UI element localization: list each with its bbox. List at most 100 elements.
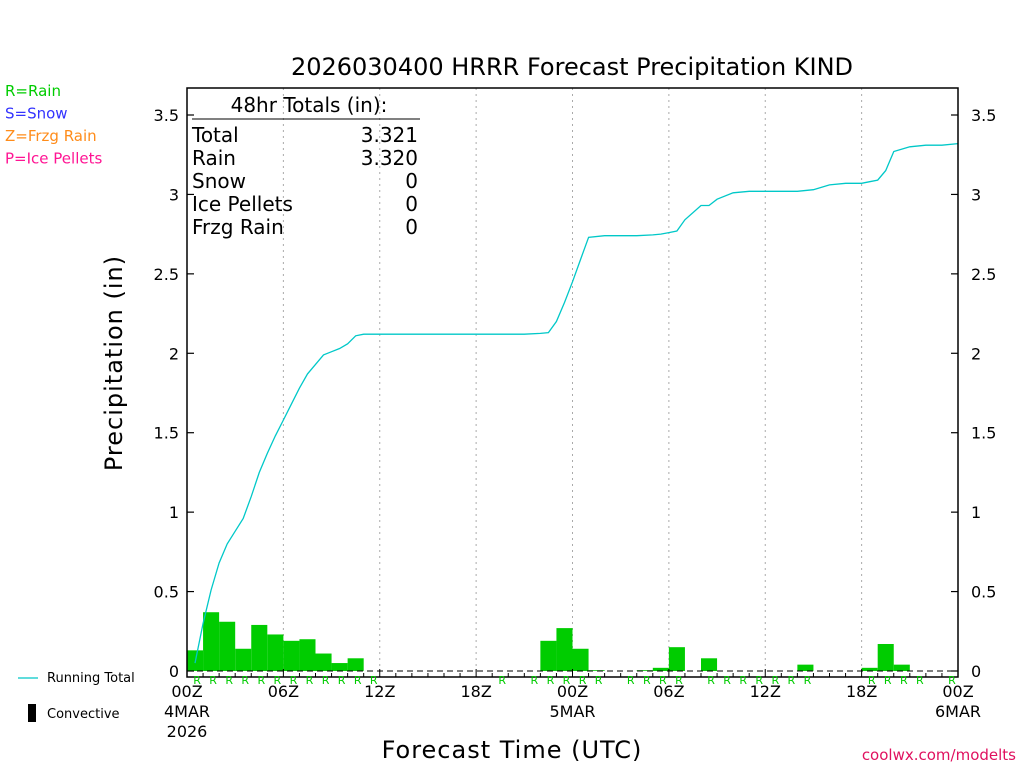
precip-type-mark: R bbox=[707, 674, 715, 687]
precip-bar bbox=[797, 664, 814, 671]
y-axis-left: 0 0.5 1 1.5 2 2.5 3 3.5 bbox=[154, 106, 194, 681]
precip-type-mark: R bbox=[643, 674, 651, 687]
totals-row-value: 3.320 bbox=[361, 146, 418, 170]
precip-bar bbox=[701, 658, 718, 671]
x-tick-label: 00Z bbox=[942, 682, 973, 701]
credit-text: coolwx.com/modelts bbox=[862, 746, 1016, 764]
precip-bar bbox=[251, 624, 268, 671]
y-axis-label: Precipitation (in) bbox=[100, 255, 128, 471]
y-tick-label: 0.5 bbox=[154, 583, 179, 602]
precip-bar bbox=[299, 639, 316, 671]
totals-row-label: Ice Pellets bbox=[192, 192, 293, 216]
precip-type-mark: R bbox=[595, 674, 603, 687]
precip-type-mark: R bbox=[306, 674, 314, 687]
totals-row-label: Frzg Rain bbox=[192, 215, 284, 239]
precip-type-mark: R bbox=[579, 674, 587, 687]
totals-row-value: 0 bbox=[405, 169, 418, 193]
y-tick-label: 0 bbox=[169, 662, 179, 681]
precip-bar bbox=[347, 658, 364, 671]
precip-bar bbox=[203, 612, 220, 671]
x-tick-label: 12Z bbox=[750, 682, 781, 701]
precip-type-mark: R bbox=[771, 674, 779, 687]
y-tick-label: 1.5 bbox=[971, 424, 996, 443]
precip-bar bbox=[267, 634, 284, 671]
y-tick-label: 1 bbox=[169, 503, 179, 522]
precip-type-mark: R bbox=[868, 674, 876, 687]
x-tick-label: 18Z bbox=[846, 682, 877, 701]
precip-bar bbox=[877, 643, 894, 671]
precip-type-mark: R bbox=[370, 674, 378, 687]
precip-bar bbox=[331, 663, 348, 671]
x-tick-label: 00Z bbox=[557, 682, 588, 701]
running-total-legend-label: Running Total bbox=[47, 671, 135, 686]
precip-type-mark: R bbox=[788, 674, 796, 687]
y-tick-label: 3.5 bbox=[971, 106, 996, 125]
precip-type-mark: R bbox=[354, 674, 362, 687]
bottom-legend: Running Total Convective bbox=[18, 671, 135, 722]
precip-type-mark: R bbox=[804, 674, 812, 687]
precip-type-mark: R bbox=[884, 674, 892, 687]
precip-bar bbox=[315, 653, 332, 671]
convective-swatch bbox=[28, 704, 36, 722]
x-year-label: 2026 bbox=[167, 722, 208, 741]
precip-type-legend: R=Rain S=Snow Z=Frzg Rain P=Ice Pellets bbox=[5, 82, 102, 168]
precip-bar bbox=[652, 667, 669, 671]
x-axis-label: Forecast Time (UTC) bbox=[382, 736, 643, 764]
totals-rows: Total 3.321 Rain 3.320 Snow 0 Ice Pellets 0 Frzg… bbox=[191, 123, 418, 239]
y-tick-label: 2.5 bbox=[154, 265, 179, 284]
precip-bar bbox=[893, 664, 910, 671]
precip-type-mark: R bbox=[900, 674, 908, 687]
precip-type-mark: R bbox=[290, 674, 298, 687]
precip-type-mark: R bbox=[547, 674, 555, 687]
precip-bar bbox=[636, 670, 653, 671]
totals-row-value: 0 bbox=[405, 192, 418, 216]
x-date-label: 4MAR bbox=[164, 702, 210, 721]
precip-type-mark: R bbox=[739, 674, 747, 687]
x-tick-label: 06Z bbox=[653, 682, 684, 701]
precip-type-mark: R bbox=[531, 674, 539, 687]
totals-row-value: 3.321 bbox=[361, 123, 418, 147]
totals-header: 48hr Totals (in): bbox=[231, 93, 388, 117]
totals-box: 48hr Totals (in): Total 3.321 Rain 3.320 Sno… bbox=[191, 93, 420, 239]
x-tick-label: 06Z bbox=[268, 682, 299, 701]
precip-type-mark: R bbox=[209, 674, 217, 687]
y-tick-label: 0 bbox=[971, 662, 981, 681]
precip-bar bbox=[219, 621, 236, 671]
hourly-precip-bars bbox=[187, 612, 910, 671]
precip-type-mark: R bbox=[675, 674, 683, 687]
y-tick-label: 3 bbox=[971, 185, 981, 204]
x-date-label: 6MAR bbox=[935, 702, 981, 721]
precip-bar bbox=[235, 648, 252, 671]
y-tick-label: 3 bbox=[169, 185, 179, 204]
precip-type-mark: R bbox=[723, 674, 731, 687]
y-tick-label: 2.5 bbox=[971, 265, 996, 284]
x-date-label: 5MAR bbox=[549, 702, 595, 721]
precip-type-legend-item: R=Rain bbox=[5, 82, 61, 100]
y-tick-label: 0.5 bbox=[971, 583, 996, 602]
precip-type-mark: R bbox=[257, 674, 265, 687]
precip-type-mark: R bbox=[755, 674, 763, 687]
precip-type-legend-item: P=Ice Pellets bbox=[5, 150, 102, 168]
precip-type-mark: R bbox=[322, 674, 330, 687]
precip-type-legend-item: S=Snow bbox=[5, 105, 68, 123]
precip-type-mark: R bbox=[274, 674, 282, 687]
precip-type-mark: R bbox=[241, 674, 249, 687]
precip-type-mark: R bbox=[948, 674, 956, 687]
running-total-line bbox=[194, 142, 959, 664]
totals-row-label: Total bbox=[191, 123, 239, 147]
precip-bar bbox=[556, 628, 573, 671]
x-tick-label: 12Z bbox=[364, 682, 395, 701]
precip-bar bbox=[668, 647, 685, 671]
y-tick-label: 1.5 bbox=[154, 424, 179, 443]
grid-lines bbox=[282, 88, 863, 677]
precip-type-mark: R bbox=[193, 674, 201, 687]
totals-row-label: Snow bbox=[192, 169, 246, 193]
y-tick-label: 1 bbox=[971, 503, 981, 522]
x-tick-label: 00Z bbox=[171, 682, 202, 701]
y-axis-right: 0 0.5 1 1.5 2 2.5 3 3.5 bbox=[951, 106, 996, 681]
precip-bar bbox=[572, 648, 589, 671]
x-tick-label: 18Z bbox=[460, 682, 491, 701]
